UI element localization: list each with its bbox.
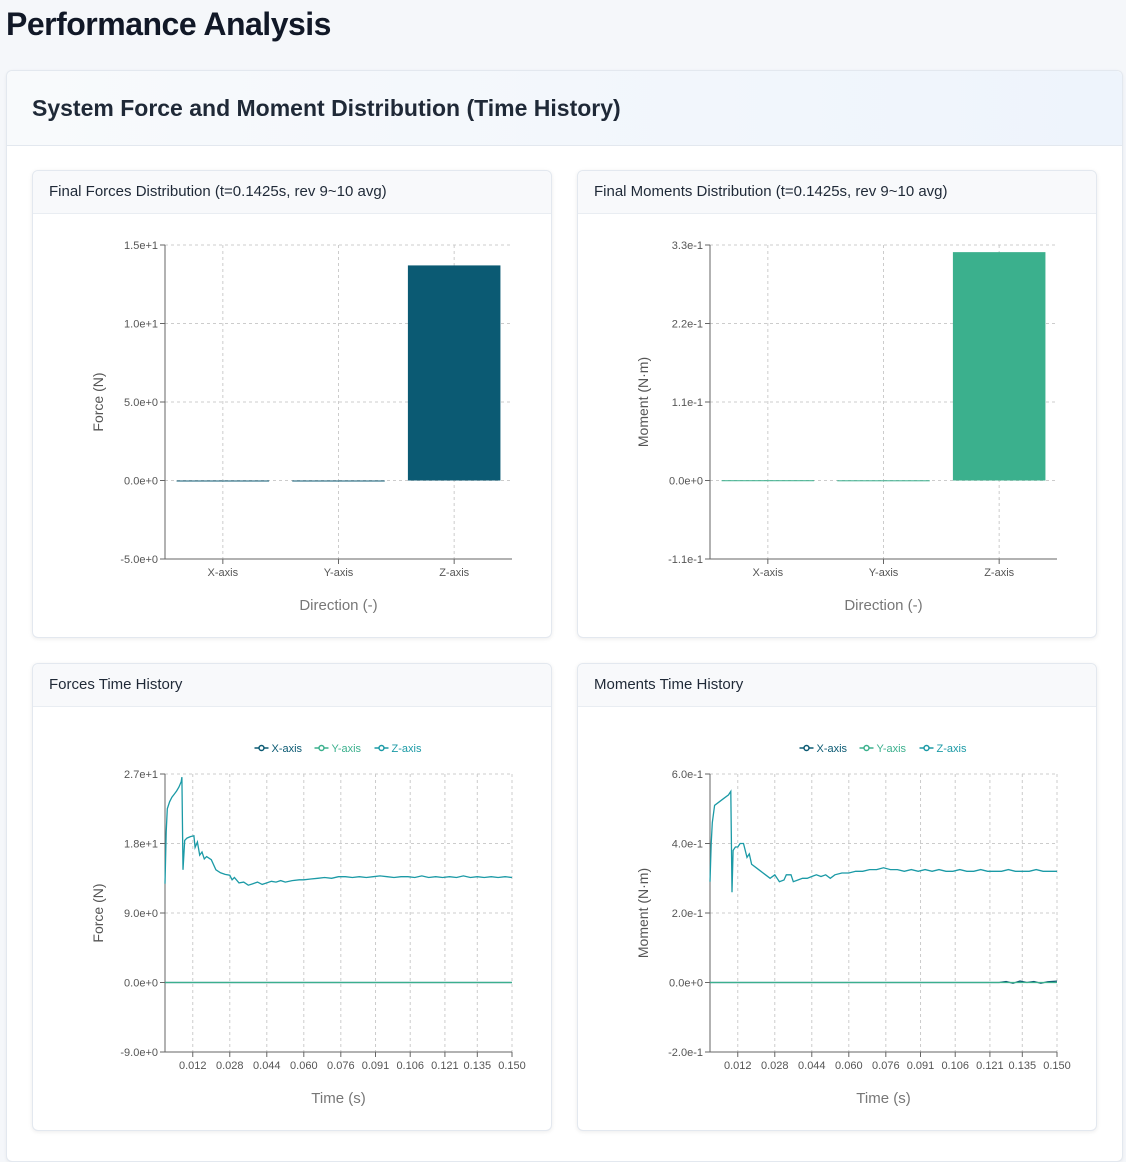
y-tick-label: 1.1e-1: [672, 397, 703, 409]
card-title: Moments Time History: [594, 676, 744, 693]
x-axis-label: Direction (-): [844, 597, 922, 614]
y-tick-label: 4.0e-1: [672, 839, 703, 851]
x-tick-label: 0.106: [941, 1060, 969, 1072]
x-tick-label: 0.150: [1043, 1060, 1071, 1072]
y-tick-label: 5.0e+0: [124, 397, 158, 409]
y-tick-label: -5.0e+0: [120, 554, 158, 566]
x-tick-label: 0.044: [798, 1060, 826, 1072]
y-tick-label: -1.1e-1: [668, 554, 703, 566]
y-tick-label: 0.0e+0: [669, 476, 703, 488]
card-header: Final Forces Distribution (t=0.1425s, re…: [33, 171, 551, 214]
x-tick-label: 0.012: [724, 1060, 752, 1072]
card-title: Final Forces Distribution (t=0.1425s, re…: [49, 183, 387, 200]
legend-label: X-axis: [817, 743, 848, 755]
card-title: Forces Time History: [49, 676, 183, 693]
x-tick-label: X-axis: [753, 567, 784, 579]
x-tick-label: X-axis: [208, 567, 239, 579]
series-line-z-axis: [164, 777, 513, 886]
x-axis-label: Time (s): [856, 1090, 910, 1107]
section-title: System Force and Moment Distribution (Ti…: [32, 95, 621, 121]
x-tick-label: 0.076: [872, 1060, 900, 1072]
y-axis-label: Moment (N·m): [635, 357, 651, 447]
x-tick-label: Y-axis: [324, 567, 354, 579]
legend-label: Z-axis: [937, 743, 967, 755]
bar-z-axis: [952, 252, 1046, 481]
y-tick-label: 3.3e-1: [672, 240, 703, 252]
x-tick-label: 0.060: [835, 1060, 863, 1072]
x-tick-label: 0.012: [179, 1060, 207, 1072]
x-tick-label: Z-axis: [439, 567, 469, 579]
x-tick-label: 0.135: [464, 1060, 492, 1072]
card-header: Moments Time History: [578, 664, 1096, 707]
x-tick-label: 0.106: [396, 1060, 424, 1072]
x-tick-label: 0.091: [362, 1060, 390, 1072]
y-tick-label: 0.0e+0: [669, 978, 703, 990]
forces-distribution-card: Final Forces Distribution (t=0.1425s, re…: [32, 170, 552, 638]
x-axis-label: Direction (-): [299, 597, 377, 614]
y-tick-label: 6.0e-1: [672, 769, 703, 781]
card-title: Final Moments Distribution (t=0.1425s, r…: [594, 183, 948, 200]
x-tick-label: 0.076: [327, 1060, 355, 1072]
forces-history-card: Forces Time History -9.0e+0 0.0e+0 9.0e+0 1…: [32, 663, 552, 1131]
moments-history-card: Moments Time History -2.0e-1 0.0e+0 2.0e-1…: [577, 663, 1097, 1131]
y-tick-label: -9.0e+0: [120, 1047, 158, 1059]
y-tick-label: 2.7e+1: [124, 769, 158, 781]
legend-marker: [923, 744, 930, 752]
legend-label: Y-axis: [877, 743, 907, 755]
legend-marker: [258, 744, 265, 752]
legend-label: Y-axis: [332, 743, 362, 755]
x-tick-label: 0.028: [761, 1060, 789, 1072]
y-tick-label: 0.0e+0: [124, 476, 158, 488]
x-tick-label: 0.121: [431, 1060, 459, 1072]
x-tick-label: 0.135: [1009, 1060, 1037, 1072]
y-axis-label: Moment (N·m): [635, 868, 651, 958]
series-line-z-axis: [709, 789, 1057, 893]
x-tick-label: Z-axis: [984, 567, 1014, 579]
legend-marker: [803, 744, 810, 752]
section-header: System Force and Moment Distribution (Ti…: [7, 71, 1122, 146]
legend-label: Z-axis: [392, 743, 422, 755]
moments-distribution-chart: -1.1e-1 0.0e+0 1.1e-1 2.2e-1 3.3e-1 Direction…: [635, 240, 1057, 614]
y-tick-label: -2.0e-1: [668, 1047, 703, 1059]
x-tick-label: 0.121: [976, 1060, 1004, 1072]
y-tick-label: 1.0e+1: [124, 319, 158, 331]
y-tick-label: 2.0e-1: [672, 908, 703, 920]
bar-z-axis: [407, 265, 501, 481]
page-title: Performance Analysis: [6, 6, 331, 42]
bar-y-axis: [292, 480, 385, 482]
x-tick-label: 0.028: [216, 1060, 244, 1072]
x-tick-label: 0.060: [290, 1060, 318, 1072]
legend-marker: [318, 744, 325, 752]
legend-label: X-axis: [272, 743, 303, 755]
x-tick-label: 0.150: [498, 1060, 526, 1072]
bar-x-axis: [721, 480, 815, 482]
y-axis-label: Force (N): [90, 883, 106, 942]
forces-history-chart: -9.0e+0 0.0e+0 9.0e+0 1.8e+1 2.7e+1 Time (s) F…: [90, 743, 526, 1107]
x-tick-label: Y-axis: [869, 567, 899, 579]
y-tick-label: 2.2e-1: [672, 319, 703, 331]
forces-distribution-chart: -5.0e+0 0.0e+0 5.0e+0 1.0e+1 1.5e+1 Direction…: [90, 240, 512, 614]
bar-x-axis: [176, 480, 270, 482]
bar-y-axis: [837, 480, 930, 482]
card-header: Forces Time History: [33, 664, 551, 707]
y-tick-label: 1.5e+1: [124, 240, 158, 252]
y-tick-label: 1.8e+1: [124, 839, 158, 851]
x-axis-label: Time (s): [311, 1090, 365, 1107]
moments-history-chart: -2.0e-1 0.0e+0 2.0e-1 4.0e-1 6.0e-1 Time (s) M…: [635, 743, 1071, 1107]
y-tick-label: 0.0e+0: [124, 978, 158, 990]
force-moment-section: System Force and Moment Distribution (Ti…: [6, 70, 1123, 1162]
legend-marker: [378, 744, 385, 752]
y-axis-label: Force (N): [90, 372, 106, 431]
x-tick-label: 0.044: [253, 1060, 281, 1072]
y-tick-label: 9.0e+0: [124, 908, 158, 920]
legend-marker: [863, 744, 870, 752]
card-header: Final Moments Distribution (t=0.1425s, r…: [578, 171, 1096, 214]
moments-distribution-card: Final Moments Distribution (t=0.1425s, r…: [577, 170, 1097, 638]
x-tick-label: 0.091: [907, 1060, 935, 1072]
